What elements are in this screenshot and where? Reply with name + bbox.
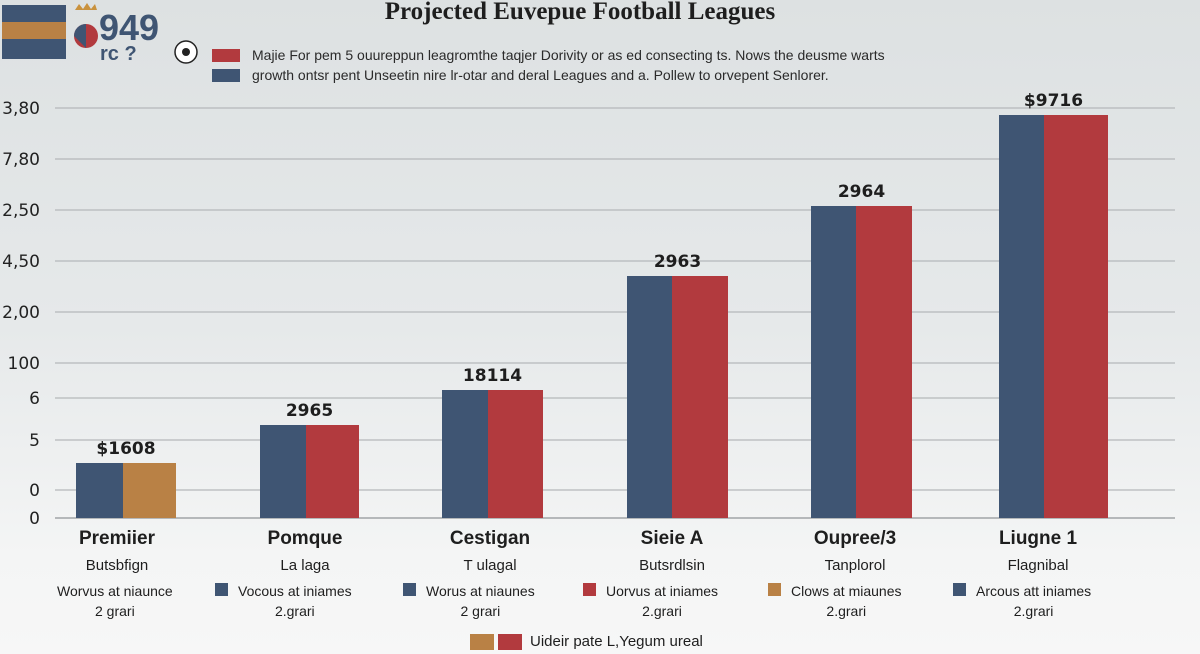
legend-item: Arcous att iniames 2.grari [953, 581, 1091, 621]
data-label: $9716 [1024, 91, 1083, 111]
bottom-legend: Uideir pate L,Yegum ureal [470, 633, 703, 650]
bar-red [306, 425, 359, 518]
bar-blue [811, 206, 856, 518]
category-label: Premiier Butsbfign [27, 528, 207, 574]
legend-sublabel: 2.grari [1013, 603, 1054, 619]
category-label: Ouprее/3 Tanplorol [765, 528, 945, 574]
blue-swatch [212, 68, 240, 82]
y-tick-label: 0 [29, 509, 40, 529]
bar-orange [123, 463, 176, 518]
logo: 949 rc ? [2, 3, 198, 65]
category-name: Pomque [267, 528, 343, 549]
data-label: $1608 [96, 439, 155, 459]
bar-blue [442, 390, 488, 518]
legend-label: Uorvus at iniames [606, 583, 719, 599]
category-subtitle: Butsbfign [85, 557, 149, 574]
bar-blue [627, 276, 672, 518]
legend-item: Uorvus at iniames 2.grari [583, 581, 718, 621]
legend-sublabel: 2.grari [642, 603, 682, 619]
legend-sublabel: 2.grari [826, 603, 867, 619]
description-line-1: Majie For pem 5 ouureppun leagromthe taq… [212, 47, 885, 63]
category-name: Premiier [78, 528, 156, 549]
legend-swatch [583, 583, 596, 596]
category-name: Liugne 1 [998, 528, 1078, 549]
bar-red [672, 276, 728, 518]
y-tick-label: 5 [29, 431, 40, 451]
data-label: 18114 [463, 366, 522, 386]
legend-label: Worus at niaunes [426, 583, 535, 599]
y-tick-label: 2,00 [2, 303, 40, 323]
category-label: Cestigan T ulagal [400, 528, 580, 574]
description-line-2: growth ontsr pent Unseetin nire lr-otar … [212, 67, 829, 83]
bar-red [488, 390, 543, 518]
category-subtitle: Tanplorol [824, 557, 886, 574]
legend-item: Worus at niaunes 2 grari [403, 581, 535, 621]
data-label: 2964 [838, 182, 885, 202]
bar-red [856, 206, 912, 518]
legend-item: Worvus at niaunce 2 grari [57, 581, 173, 621]
bar-blue [999, 115, 1044, 518]
legend-item: Clows at miaunes 2.grari [768, 581, 902, 621]
legend-label: Vocous at iniames [238, 583, 352, 599]
orange-swatch [470, 633, 494, 650]
legend-sublabel: 2.grari [274, 603, 315, 619]
legend-sublabel: 2 grari [460, 603, 501, 619]
legend-label: Arcous att iniames [976, 583, 1092, 599]
y-tick-label: 0 [29, 481, 40, 501]
chart-title: Projected Euvepue Football Leagues [384, 0, 776, 25]
description-text: Majie For pem 5 ouureppun leagromthe taq… [252, 47, 885, 63]
red-swatch [212, 48, 240, 62]
category-label: Sieie A Butsrdlsin [582, 528, 762, 574]
category-name: Cestigan [449, 528, 531, 549]
y-tick-label: 6 [29, 389, 40, 409]
legend-label: Clows at miaunes [791, 583, 902, 599]
legend-swatch [215, 583, 228, 596]
bottom-legend-label: Uideir pate L,Yegum ureal [530, 633, 703, 650]
legend-sublabel: 2 grari [95, 603, 135, 619]
y-tick-label: 3,80 [2, 99, 40, 119]
bar-blue [260, 425, 306, 518]
category-label: Liugne 1 Flagnibal [948, 528, 1128, 574]
legend-label: Worvus at niaunce [57, 583, 173, 599]
y-tick-label: 4,50 [2, 252, 40, 272]
category-subtitle: Flagnibal [1007, 557, 1069, 574]
category-name: Sieie A [640, 528, 704, 549]
svg-text:rc ?: rc ? [100, 43, 137, 65]
svg-text:949: 949 [99, 7, 159, 48]
red-swatch [498, 633, 522, 650]
y-tick-label: 7,80 [2, 150, 40, 170]
legend-swatch [403, 583, 416, 596]
legend-swatch [953, 583, 966, 596]
category-subtitle: Butsrdlsin [639, 557, 705, 574]
category-name: Ouprее/3 [813, 528, 897, 549]
y-tick-label: 2,50 [2, 201, 40, 221]
y-tick-label: 100 [8, 354, 40, 374]
category-subtitle: T ulagal [463, 557, 517, 574]
legend-swatch [768, 583, 781, 596]
description-text: growth ontsr pent Unseetin nire lr-otar … [252, 67, 829, 83]
data-label: 2965 [286, 401, 333, 421]
legend-item: Vocous at iniames 2.grari [215, 581, 352, 621]
data-label: 2963 [654, 252, 701, 272]
bar-red [1044, 115, 1108, 518]
category-subtitle: La laga [280, 557, 330, 574]
category-label: Pomque La laga [215, 528, 395, 574]
bar-blue [76, 463, 123, 518]
